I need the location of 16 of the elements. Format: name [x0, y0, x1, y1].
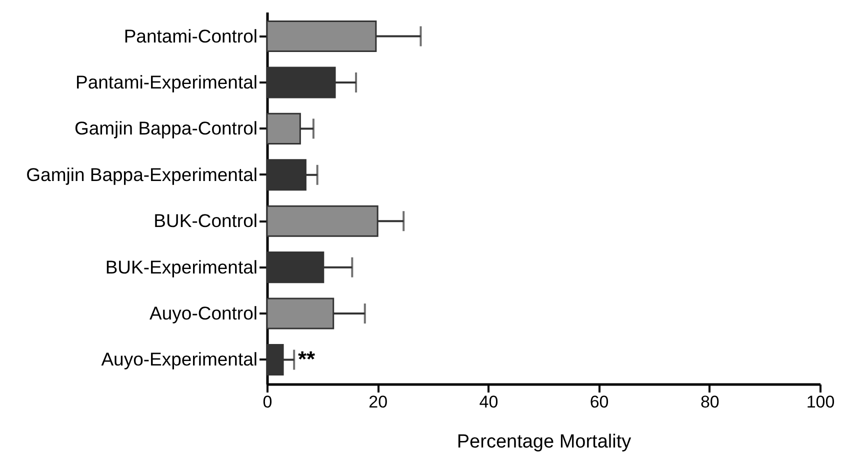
x-tick-label: 100: [806, 392, 835, 412]
y-tick-label: BUK-Control: [154, 210, 258, 232]
x-tick-label: 60: [590, 392, 609, 412]
annotation: **: [298, 346, 316, 372]
y-tick-label: Auyo-Control: [150, 302, 258, 324]
x-tick-label: 80: [700, 392, 720, 412]
y-tick-label: Gamjin Bappa-Control: [74, 118, 258, 139]
x-tick-label: 0: [262, 392, 272, 412]
x-axis-title: Percentage Mortality: [456, 432, 632, 452]
y-tick-label: Gamjin Bappa-Experimental: [26, 164, 258, 185]
y-tick-label: BUK-Experimental: [105, 256, 258, 278]
y-tick-label: Auyo-Experimental: [101, 348, 258, 370]
y-tick-label: Pantami-Control: [124, 25, 258, 46]
y-tick-label: Pantami-Experimental: [76, 71, 258, 92]
x-tick-label: 20: [368, 392, 388, 412]
x-tick-label: 40: [479, 392, 498, 412]
